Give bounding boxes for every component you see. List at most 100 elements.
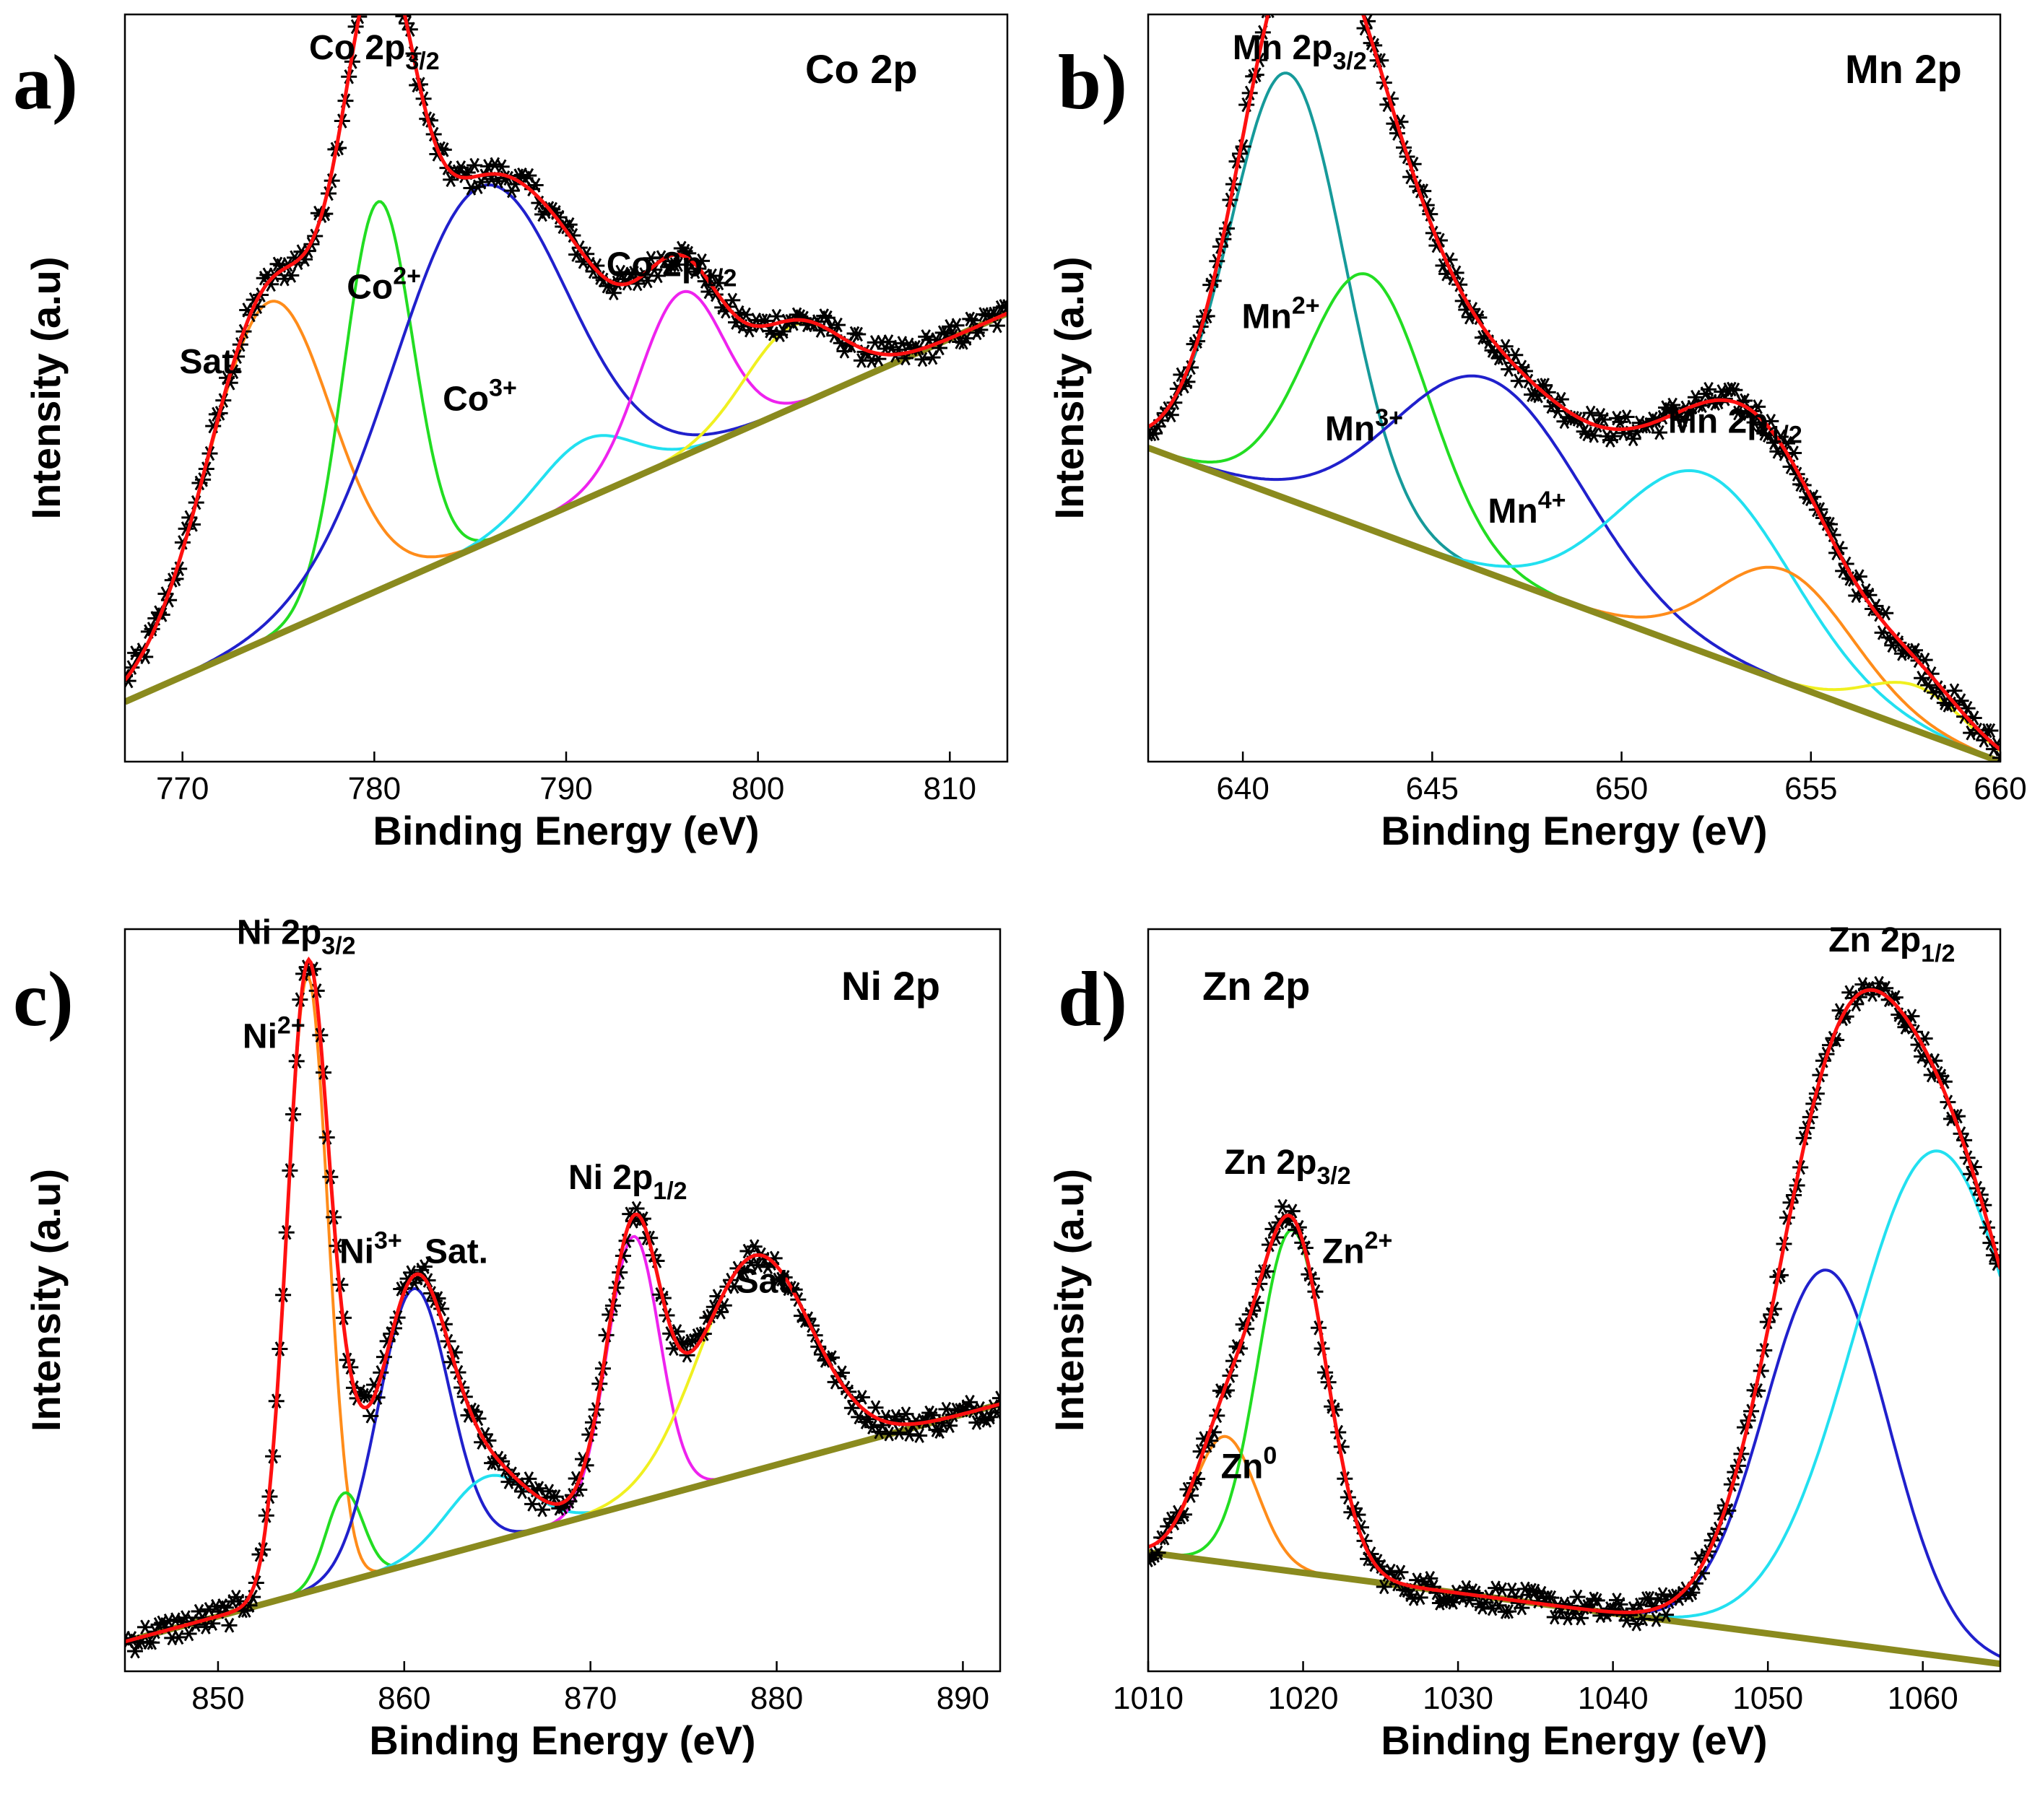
data-point-marker [248,1589,258,1605]
x-tick-label: 1060 [1888,1681,1958,1716]
data-point-marker [819,308,829,323]
data-point-marker [1904,1017,1914,1033]
data-point-marker [1169,395,1180,411]
data-point-marker [1677,412,1688,427]
data-point-marker [1231,1338,1242,1354]
data-point-marker [653,268,663,284]
data-point-marker [1182,374,1193,390]
data-point-marker [789,1281,800,1297]
data-point-marker [524,167,534,183]
data-point-marker [1661,400,1671,415]
data-point-marker [1579,424,1589,440]
component-curve-2 [1148,374,2000,762]
data-point-marker [995,1396,1000,1406]
data-point-marker [1529,387,1540,402]
data-point-marker [965,311,976,327]
data-point-marker [372,1390,383,1406]
data-point-marker [1808,489,1819,505]
data-point-marker [1723,1503,1734,1518]
background-line [125,1401,1000,1645]
data-point-marker [272,256,283,272]
data-point-marker [276,258,286,274]
x-tick-label: 1050 [1732,1681,1803,1716]
data-point-marker [934,1424,945,1439]
data-point-marker [1638,1611,1649,1627]
data-point-marker [995,1390,1000,1401]
data-point-marker [854,1409,864,1425]
data-point-marker [1589,1591,1600,1607]
core-level-title: Co 2p [805,46,918,92]
data-point-marker [1936,684,1947,700]
data-point-marker [719,1297,729,1313]
data-point-marker [859,344,870,360]
data-point-marker [992,318,1002,334]
data-point-marker [752,1258,763,1273]
data-point-marker [945,1418,955,1434]
data-point-marker [1267,1222,1278,1237]
plot-frame [1147,13,2002,763]
peak-label: Mn3+ [1325,404,1403,448]
data-point-marker [1693,1551,1704,1567]
data-point-marker [1497,1582,1507,1598]
data-point-marker [244,1598,255,1614]
data-point-marker [1261,14,1266,19]
data-point-marker [483,159,493,174]
data-point-marker [1644,1590,1655,1606]
component-curve-0 [1148,1434,2000,1666]
data-point-marker [1966,725,1976,741]
data-point-marker [300,251,310,267]
envelope-fit [1148,14,2000,752]
y-axis-title: Intensity (a.u) [23,256,69,519]
data-point-marker [713,275,724,291]
data-point-marker [1205,1433,1216,1448]
data-point-marker [1153,1545,1163,1561]
data-point-marker [870,1400,881,1416]
data-point-marker [130,1643,140,1659]
panel-letter: b) [1058,40,1127,126]
data-point-marker [1354,0,1362,2]
data-point-marker [130,645,140,661]
plot-area [125,14,1007,705]
data-point-marker [921,329,931,344]
peak-label: Ni 2p3/2 [237,914,356,960]
data-point-marker [369,1377,379,1393]
data-point-marker [771,308,782,324]
data-point-marker [1546,1590,1557,1606]
panel-a: 770 780 790 800 810 Binding Energy (eV) Intens… [13,13,1009,853]
peak-label: Ni2+ [243,1011,305,1055]
data-point-marker [1621,409,1632,424]
data-point-marker [934,340,945,356]
data-point-marker [1354,0,1362,2]
peak-label: Ni 2p1/2 [568,1159,687,1205]
data-point-marker [1392,1577,1402,1592]
data-point-marker [914,1428,924,1443]
data-point-marker [853,326,863,342]
data-point-marker [266,277,276,292]
data-point-marker [125,1630,130,1641]
data-point-marker [568,227,578,243]
data-point-marker [1277,1198,1288,1214]
data-point-marker [813,1339,824,1354]
data-point-marker [1176,367,1186,383]
data-point-marker [965,1394,975,1410]
data-point-marker [224,1618,235,1633]
data-point-marker [1503,1603,1514,1619]
peak-label: Zn0 [1221,1442,1277,1486]
data-point-marker [1831,1032,1841,1048]
data-point-marker [140,1619,150,1635]
data-point-marker [951,318,962,333]
data-point-marker [1634,1597,1645,1613]
x-axis-title: Binding Energy (eV) [1381,1717,1767,1763]
data-point-marker [857,1390,867,1405]
data-point-marker [1358,0,1366,11]
envelope-fit [125,956,1000,1644]
component-curve-2 [125,183,1007,703]
data-point-marker [867,353,877,368]
data-point-marker [1431,1585,1442,1601]
data-point-marker [1733,405,1743,421]
data-point-marker [1985,723,1996,739]
x-tick-label: 645 [1406,771,1459,806]
data-point-marker [825,320,836,336]
data-point-marker [550,1489,561,1505]
data-point-marker [1179,1507,1189,1523]
